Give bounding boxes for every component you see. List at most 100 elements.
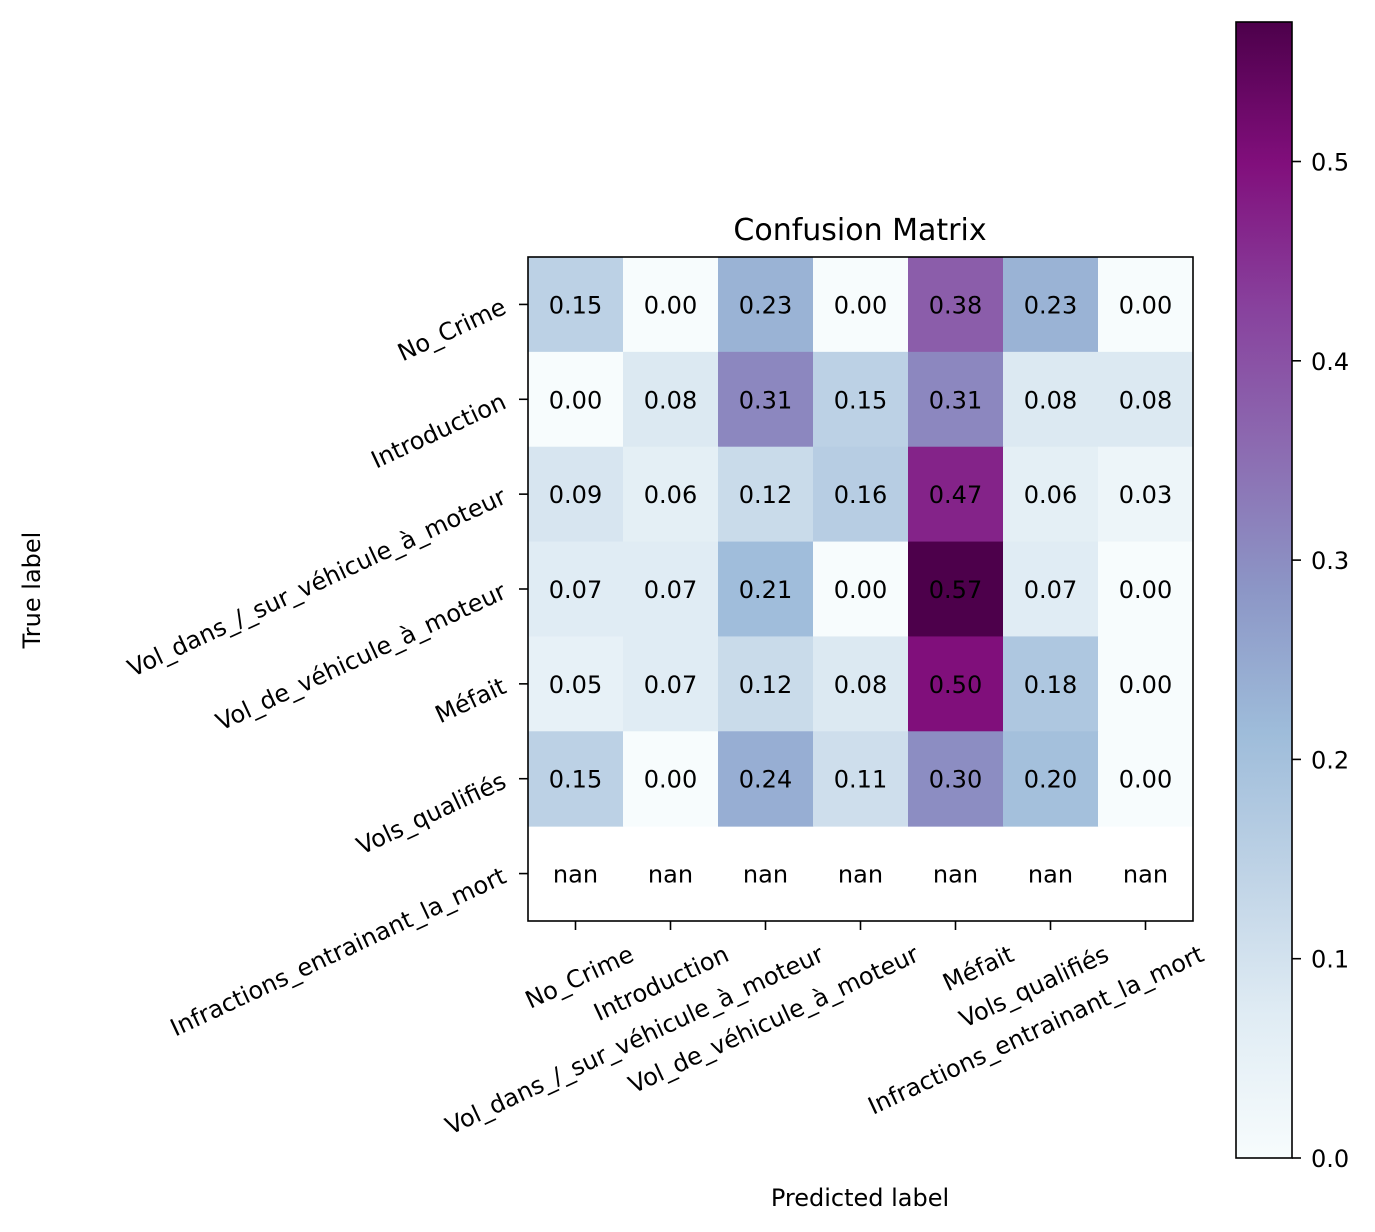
heatmap-cell [623,541,719,637]
cell-value-label: 0.07 [1024,576,1077,604]
cell-value-label: 0.00 [644,291,697,319]
heatmap-cell [813,257,909,353]
colorbar-tick-label: 0.0 [1311,1145,1349,1173]
colorbar-tick-label: 0.3 [1311,547,1349,575]
cell-value-label: 0.07 [644,576,697,604]
cell-value-label: 0.38 [929,291,982,319]
y-axis-ticks: No_Crime IntroductionVol_dans_/_sur_véhic… [123,293,528,1042]
cell-value-label: 0.11 [834,766,887,794]
y-tick-label: Vol_dans_/_sur_véhicule_à_moteur [123,482,510,682]
heatmap-cell [908,636,1004,732]
heatmap-cell [623,636,719,732]
cell-value-label: 0.07 [644,671,697,699]
cell-value-label: 0.15 [549,291,602,319]
cell-value-label: 0.23 [739,291,792,319]
cell-value-label: 0.00 [834,291,887,319]
cell-value-label: 0.12 [739,481,792,509]
colorbar-tick-label: 0.2 [1311,746,1349,774]
heatmap-cell [813,541,909,637]
x-axis-label: Predicted label [771,1184,949,1212]
heatmap-cell [718,351,814,448]
heatmap-cell [1098,541,1194,637]
heatmap-cell [813,636,909,732]
heatmap-cell [1003,731,1099,827]
y-tick-label: No_Crime [393,293,510,367]
y-axis-label: True label [18,532,46,650]
cell-value-label: 0.08 [1024,386,1077,414]
heatmap-cell [813,731,909,827]
heatmap-cell [718,636,814,732]
cell-value-label: 0.24 [739,766,792,794]
cell-value-label: nan [1028,861,1073,889]
cell-value-label: 0.07 [549,576,602,604]
cell-value-label: 0.16 [834,481,887,509]
cell-value-label: nan [743,861,788,889]
cell-value-label: 0.57 [929,576,982,604]
cell-value-label: 0.31 [739,386,792,414]
heatmap-cell [528,636,624,732]
cell-value-label: 0.00 [1119,576,1172,604]
cell-value-label: 0.00 [834,576,887,604]
cell-value-label: 0.03 [1119,481,1172,509]
cell-value-label: 0.50 [929,671,982,699]
cell-value-label: 0.05 [549,671,602,699]
cell-value-label: 0.23 [1024,291,1077,319]
heatmap-cell [528,446,624,543]
heatmap-cell [718,541,814,637]
heatmap-cell [908,541,1004,637]
cell-value-label: 0.06 [644,481,697,509]
x-tick-label: Vol_dans_/_sur_véhicule_à_moteur [441,940,828,1140]
cell-value-label: 0.47 [929,481,982,509]
cell-value-label: nan [1123,861,1168,889]
cell-value-label: nan [553,861,598,889]
heatmap-cell [623,257,719,353]
y-tick-label: Vols_qualifiés [352,767,510,861]
cell-value-label: 0.00 [1119,766,1172,794]
cell-value-label: 0.08 [1119,386,1172,414]
cell-value-label: 0.00 [1119,291,1172,319]
y-tick-label: Introduction [367,388,511,475]
colorbar-ticks: 0.0 0.1 0.2 0.3 0.4 0.5 [1292,149,1349,1173]
y-tick-label: Infractions_entrainant_la_mort [166,862,510,1042]
heatmap-cell [1098,351,1194,448]
cell-value-label: 0.12 [739,671,792,699]
heatmap-cell [1098,257,1194,353]
colorbar [1235,21,1293,1159]
cell-value-label: 0.15 [549,766,602,794]
chart-title: Confusion Matrix [733,213,986,248]
heatmap-cell-labels: 0.15 0.00 0.23 0.00 0.38 0.23 0.00 0.00 0.08 0.31… [549,291,1172,888]
heatmap-cell [908,257,1004,353]
cell-value-label: 0.15 [834,386,887,414]
heatmap-cell [813,351,909,448]
heatmap-cell [1098,731,1194,827]
cell-value-label: 0.30 [929,766,982,794]
cell-value-label: 0.08 [644,386,697,414]
cell-value-label: 0.20 [1024,766,1077,794]
heatmap-cell [1003,541,1099,637]
cell-value-label: nan [648,861,693,889]
heatmap-cell [623,351,719,448]
cell-value-label: nan [933,861,978,889]
cell-value-label: 0.00 [1119,671,1172,699]
heatmap-cell [528,541,624,637]
heatmap-cell [718,257,814,353]
heatmap-cell [1098,446,1194,543]
heatmap-cell [1098,636,1194,732]
heatmap-cell [908,351,1004,448]
heatmap-cell [1003,446,1099,543]
colorbar-tick-label: 0.5 [1311,149,1349,177]
cell-value-label: 0.21 [739,576,792,604]
heatmap-cell [813,446,909,543]
y-tick-label: Méfait [431,672,511,729]
cell-value-label: 0.00 [549,386,602,414]
heatmap-cell [528,257,624,353]
heatmap-cell [718,446,814,543]
cell-value-label: 0.06 [1024,481,1077,509]
heatmap-cell [528,351,624,448]
heatmap-cell [908,731,1004,827]
heatmap-cell [1003,636,1099,732]
x-axis-ticks: No_CrimeIntroductionVol_dans_/_sur_véhic… [441,921,1208,1140]
colorbar-tick-label: 0.1 [1311,946,1349,974]
heatmap-cell [1003,257,1099,353]
